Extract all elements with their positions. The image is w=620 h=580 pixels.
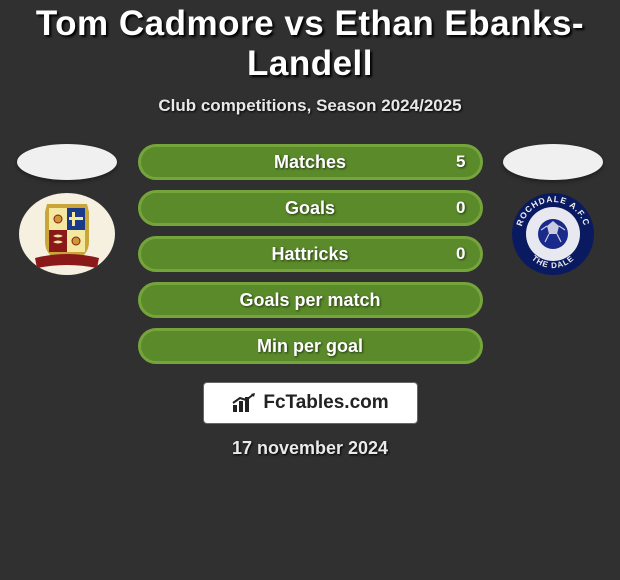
brand-badge[interactable]: FcTables.com — [203, 382, 418, 424]
left-flag — [17, 144, 117, 180]
stat-label: Hattricks — [271, 244, 348, 265]
brand-chart-icon — [231, 392, 257, 414]
body-row: Matches 5 Goals 0 Hattricks 0 Goals per match M… — [0, 144, 620, 364]
stat-right-value: 5 — [456, 152, 465, 172]
page-title: Tom Cadmore vs Ethan Ebanks-Landell — [0, 4, 620, 84]
stat-right-value: 0 — [456, 244, 465, 264]
brand-text: FcTables.com — [263, 392, 388, 414]
stat-label: Goals — [285, 198, 335, 219]
right-club-crest: ROCHDALE A.F.C THE DALE — [503, 192, 603, 277]
right-player-block: ROCHDALE A.F.C THE DALE — [501, 144, 606, 277]
date-text: 17 november 2024 — [0, 438, 620, 459]
left-player-block — [15, 144, 120, 277]
stat-right-value: 0 — [456, 198, 465, 218]
stat-pill: Goals 0 — [138, 190, 483, 226]
stats-column: Matches 5 Goals 0 Hattricks 0 Goals per match M… — [138, 144, 483, 364]
stat-label: Matches — [274, 152, 346, 173]
right-flag — [503, 144, 603, 180]
stat-pill: Goals per match — [138, 282, 483, 318]
comparison-card: Tom Cadmore vs Ethan Ebanks-Landell Club… — [0, 0, 620, 459]
stat-pill: Hattricks 0 — [138, 236, 483, 272]
left-club-crest — [17, 192, 117, 277]
subtitle: Club competitions, Season 2024/2025 — [0, 96, 620, 116]
stat-label: Min per goal — [257, 336, 363, 357]
stat-pill: Matches 5 — [138, 144, 483, 180]
stat-label: Goals per match — [239, 290, 380, 311]
stat-pill: Min per goal — [138, 328, 483, 364]
